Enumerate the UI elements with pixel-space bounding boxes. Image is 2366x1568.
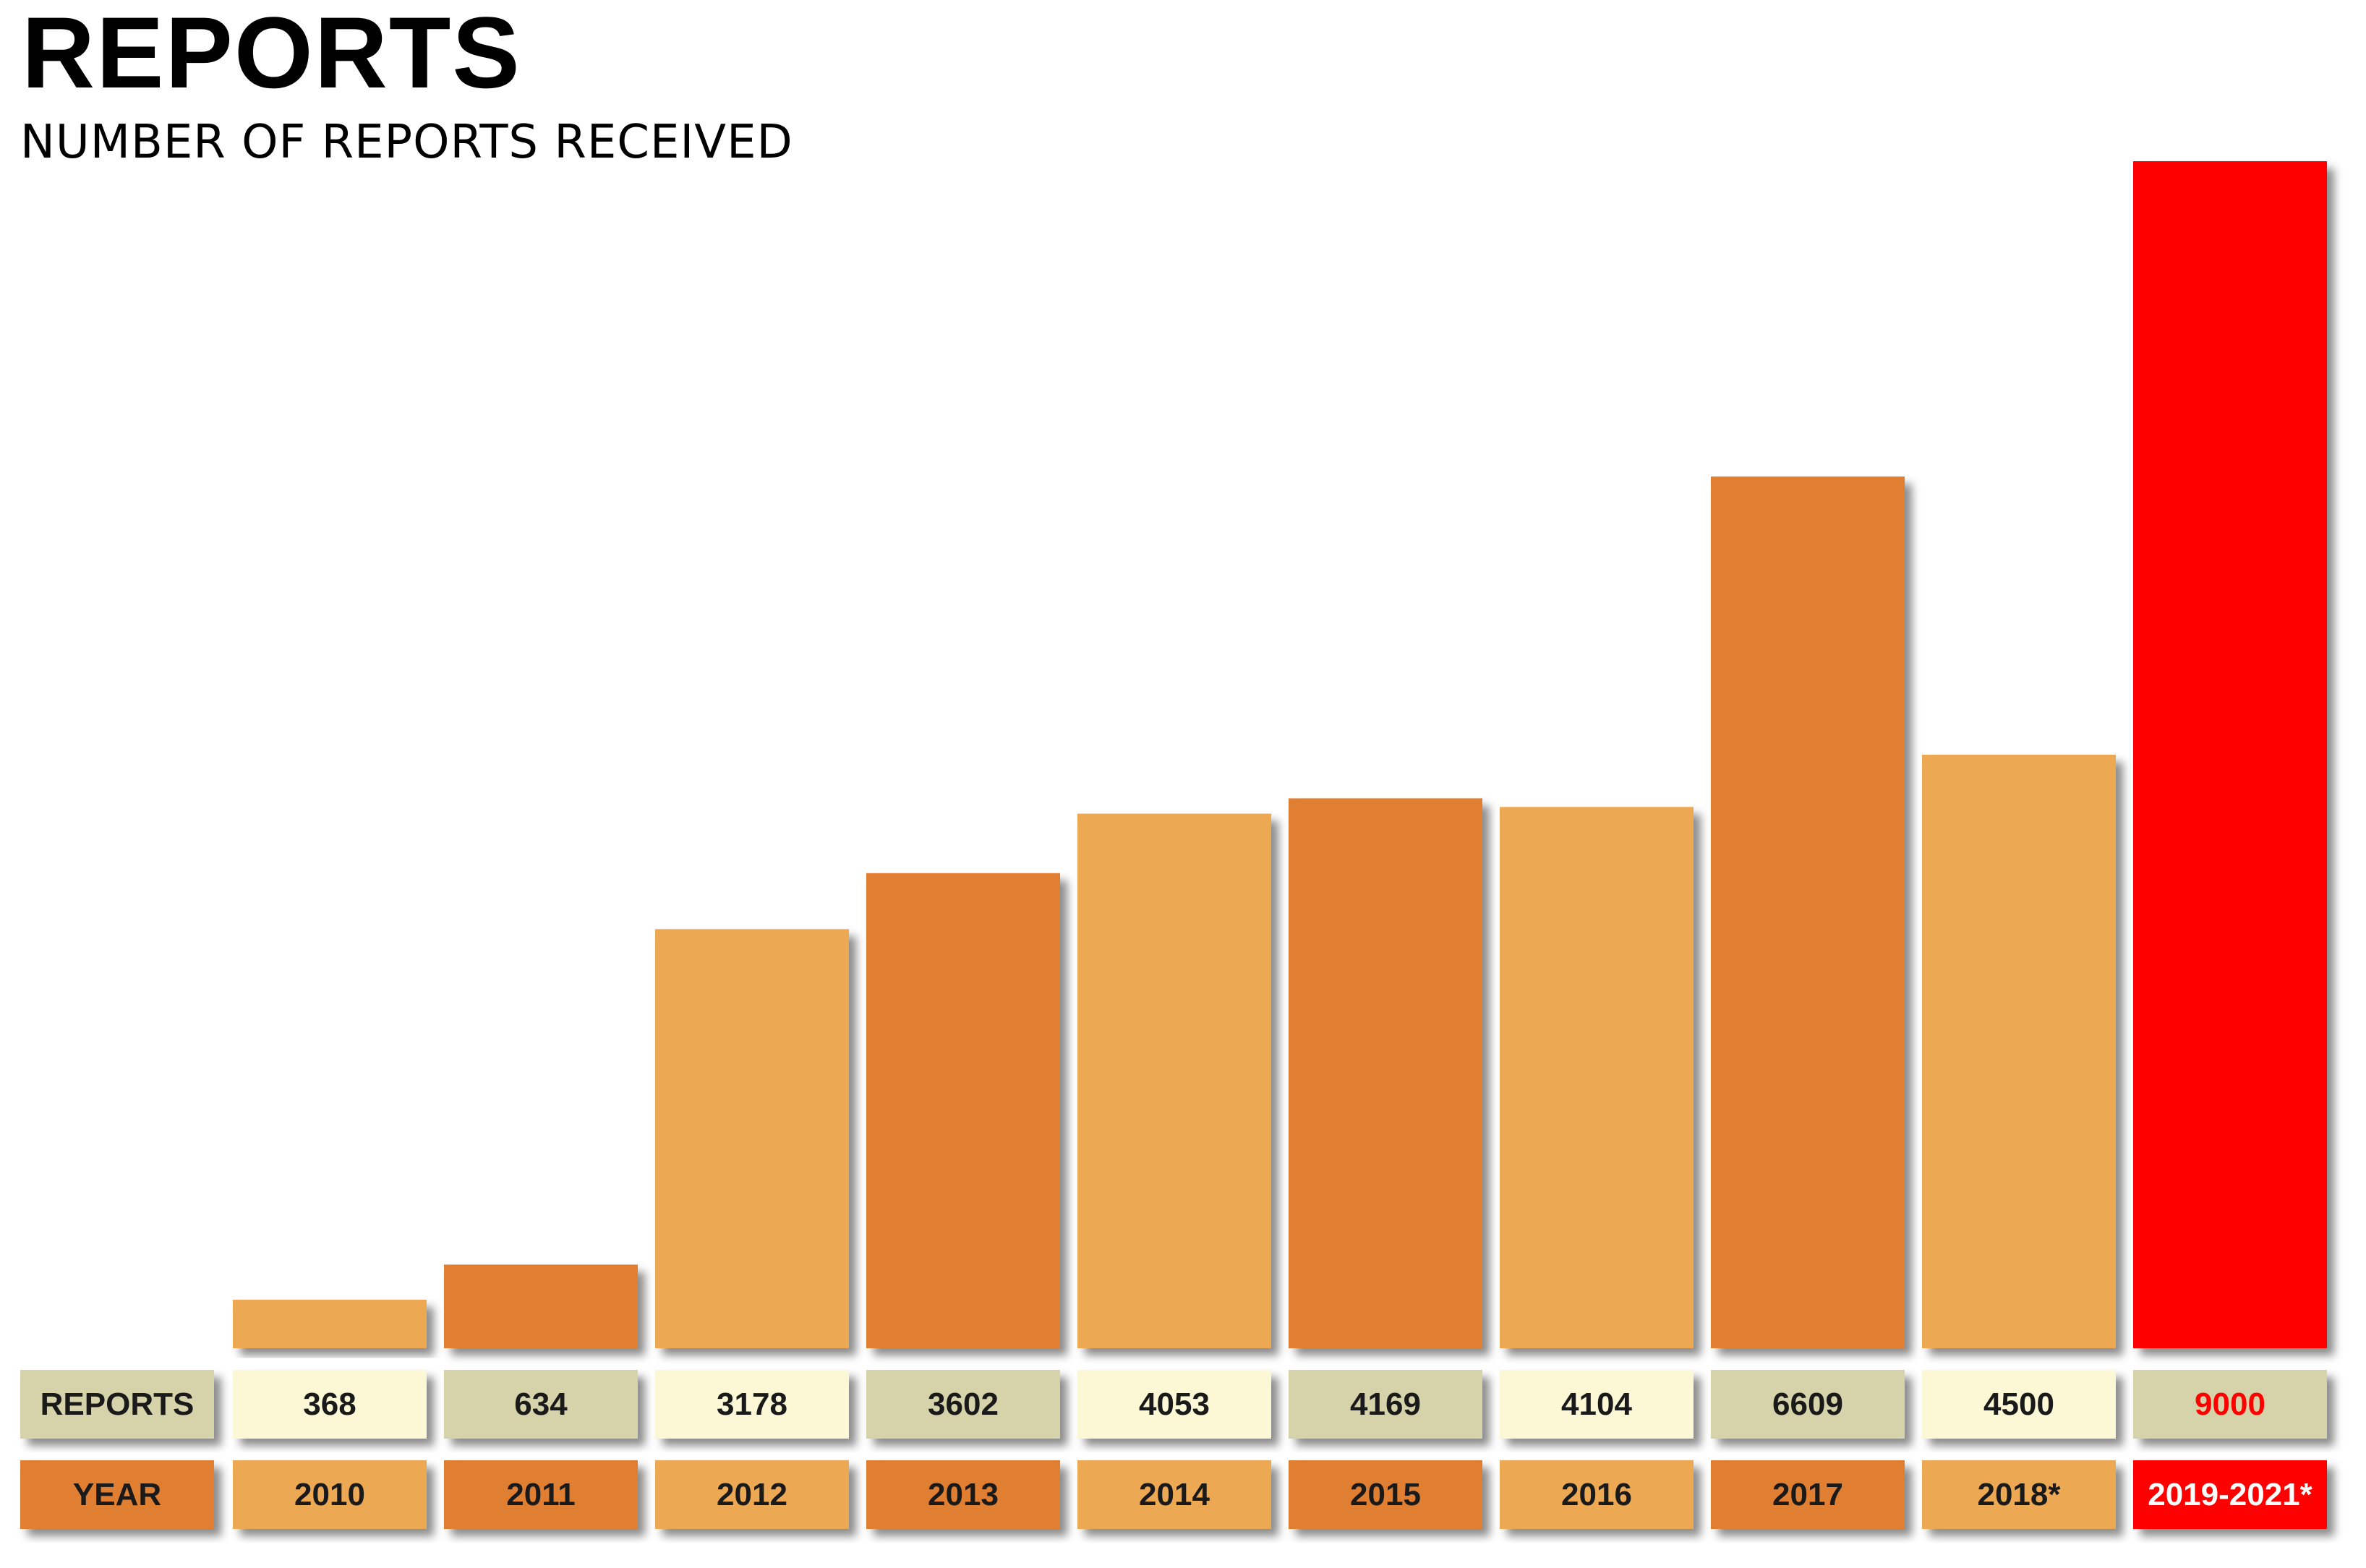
year-cell <box>233 1460 427 1529</box>
year-label: 2014 <box>1139 1477 1210 1512</box>
bars-group <box>233 161 2327 1349</box>
page-subtitle: NUMBER OF REPORTS RECEIVED <box>20 116 793 169</box>
value-cell <box>2133 1370 2327 1439</box>
reports-row-header <box>20 1370 214 1439</box>
value-label: 4053 <box>1139 1387 1210 1422</box>
value-label: 368 <box>303 1387 356 1422</box>
value-cell <box>1922 1370 2116 1439</box>
value-cell <box>233 1370 427 1439</box>
year-row-label: YEAR <box>73 1477 161 1512</box>
year-cell <box>444 1460 638 1529</box>
value-label: 4500 <box>1983 1387 2054 1422</box>
year-label: 2019-2021* <box>2148 1477 2312 1512</box>
bar <box>1289 798 1482 1348</box>
year-label: 2017 <box>1772 1477 1843 1512</box>
value-label: 634 <box>514 1387 568 1422</box>
year-label: 2012 <box>717 1477 787 1512</box>
value-label: 4104 <box>1561 1387 1632 1422</box>
year-cell <box>1500 1460 1694 1529</box>
value-cell <box>444 1370 638 1439</box>
bar <box>2133 161 2327 1348</box>
data-table: REPORTS YEAR 368 2010 634 2011 3178 2012 3602 201… <box>20 1370 2327 1529</box>
value-cell <box>1289 1370 1482 1439</box>
year-cell <box>1922 1460 2116 1529</box>
year-cell <box>1711 1460 1905 1529</box>
bar <box>444 1264 638 1348</box>
year-label: 2011 <box>506 1477 575 1512</box>
value-cell <box>655 1370 849 1439</box>
bar <box>866 873 1060 1348</box>
year-cell <box>866 1460 1060 1529</box>
year-label: 2016 <box>1561 1477 1632 1512</box>
year-cell <box>1077 1460 1271 1529</box>
value-cell <box>866 1370 1060 1439</box>
value-label: 3602 <box>928 1387 999 1422</box>
value-label: 9000 <box>2195 1387 2265 1422</box>
value-cell <box>1077 1370 1271 1439</box>
year-row-header <box>20 1460 214 1529</box>
year-label: 2018* <box>1977 1477 2061 1512</box>
bar <box>233 1299 427 1348</box>
value-cell <box>1711 1370 1905 1439</box>
year-cell <box>655 1460 849 1529</box>
year-cell <box>1289 1460 1482 1529</box>
value-label: 6609 <box>1772 1387 1843 1422</box>
value-label: 3178 <box>717 1387 787 1422</box>
page-title: REPORTS <box>22 0 521 109</box>
year-cell <box>2133 1460 2327 1529</box>
year-label: 2010 <box>294 1477 365 1512</box>
bar <box>1077 813 1271 1348</box>
value-label: 4169 <box>1350 1387 1421 1422</box>
reports-row-label: REPORTS <box>40 1387 195 1422</box>
value-cell <box>1500 1370 1694 1439</box>
year-label: 2013 <box>928 1477 999 1512</box>
bar <box>655 929 849 1348</box>
bar <box>1711 476 1905 1349</box>
year-label: 2015 <box>1350 1477 1421 1512</box>
bar <box>1922 755 2116 1348</box>
bar <box>1500 807 1694 1348</box>
